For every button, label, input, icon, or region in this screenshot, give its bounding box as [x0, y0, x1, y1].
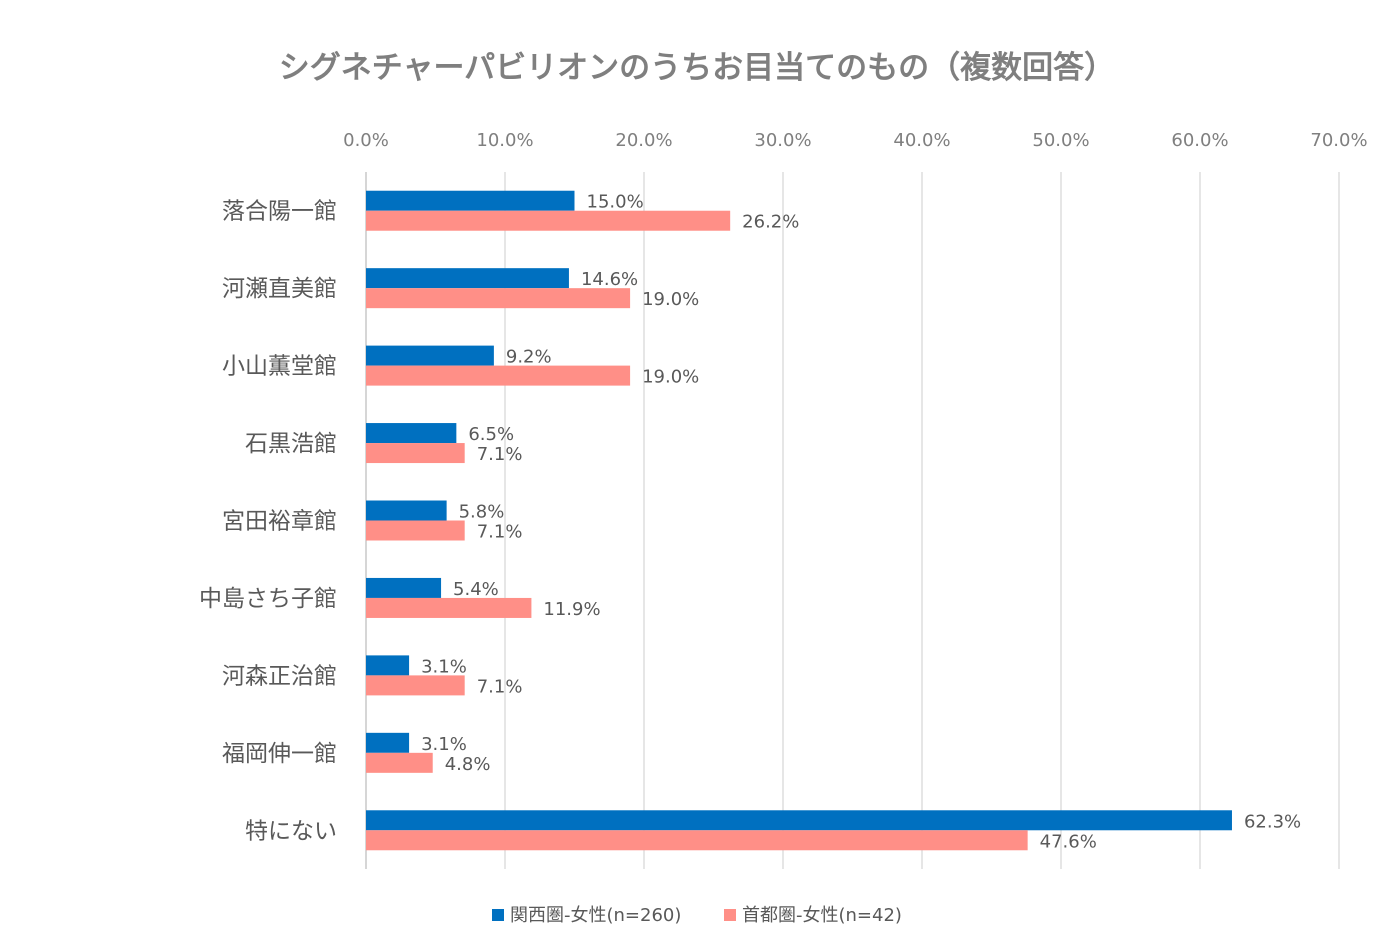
category-label: 河森正治館 — [222, 663, 337, 689]
x-tick-label: 60.0% — [1171, 130, 1228, 151]
x-tick-label: 70.0% — [1310, 130, 1367, 151]
bar — [366, 210, 731, 231]
bar — [366, 443, 465, 464]
category-label: 宮田裕章館 — [222, 509, 337, 535]
data-label: 6.5% — [468, 424, 514, 445]
legend-swatch — [724, 909, 736, 921]
legend-label: 関西圏-女性(n=260) — [510, 905, 681, 926]
data-label: 9.2% — [506, 347, 552, 368]
data-label: 5.4% — [453, 579, 499, 600]
category-label: 福岡伸一館 — [222, 741, 337, 767]
x-tick-label: 0.0% — [343, 130, 389, 151]
bar — [366, 345, 494, 366]
bar — [366, 597, 532, 618]
bar — [366, 288, 631, 309]
legend: 関西圏-女性(n=260) 首都圏-女性(n=42) — [492, 905, 902, 926]
legend-swatch — [492, 909, 504, 921]
data-label: 4.8% — [445, 754, 491, 775]
data-label: 19.0% — [642, 367, 699, 388]
category-label: 小山薫堂館 — [222, 354, 337, 380]
data-label: 19.0% — [642, 289, 699, 310]
bar — [366, 810, 1232, 831]
category-label: 石黒浩館 — [245, 431, 337, 457]
legend-label: 首都圏-女性(n=42) — [742, 905, 902, 926]
data-label: 7.1% — [477, 444, 523, 465]
data-label: 11.9% — [543, 599, 600, 620]
data-label: 5.8% — [459, 502, 505, 523]
bar — [366, 423, 457, 444]
x-tick-label: 40.0% — [893, 130, 950, 151]
x-tick-label: 50.0% — [1032, 130, 1089, 151]
bar — [366, 190, 575, 211]
bar — [366, 675, 465, 696]
bar — [366, 268, 569, 289]
bar — [366, 577, 442, 598]
x-tick-label: 30.0% — [754, 130, 811, 151]
data-label: 7.1% — [477, 676, 523, 697]
category-label: 特にない — [245, 818, 337, 844]
x-axis-ticks: 0.0% 10.0% 20.0% 30.0% 40.0% 50.0% 60.0% 70.0% — [343, 130, 1367, 151]
data-label: 47.6% — [1040, 831, 1097, 852]
bar — [366, 732, 410, 753]
category-labels: 落合陽一館河瀬直美館小山薫堂館石黒浩館宮田裕章館中島さち子館河森正治館福岡伸一館… — [199, 199, 337, 845]
bar — [366, 365, 631, 386]
chart-title: シグネチャーパビリオンのうちお目当てのもの（複数回答） — [278, 50, 1116, 86]
bar — [366, 752, 433, 773]
bar — [366, 830, 1028, 851]
category-label: 河瀬直美館 — [222, 276, 337, 302]
data-label: 3.1% — [421, 656, 467, 677]
data-label: 62.3% — [1244, 811, 1301, 832]
category-label: 中島さち子館 — [199, 586, 337, 612]
data-label: 3.1% — [421, 734, 467, 755]
data-label: 14.6% — [581, 269, 638, 290]
x-tick-label: 20.0% — [615, 130, 672, 151]
bar — [366, 655, 410, 676]
data-label: 7.1% — [477, 522, 523, 543]
bar — [366, 520, 465, 541]
bars — [366, 190, 1232, 851]
category-label: 落合陽一館 — [222, 199, 337, 225]
bar — [366, 500, 447, 521]
data-label: 26.2% — [742, 212, 799, 233]
data-labels: 15.0%26.2%14.6%19.0%9.2%19.0%6.5%7.1%5.8… — [421, 192, 1301, 853]
data-label: 15.0% — [587, 192, 644, 213]
x-tick-label: 10.0% — [476, 130, 533, 151]
